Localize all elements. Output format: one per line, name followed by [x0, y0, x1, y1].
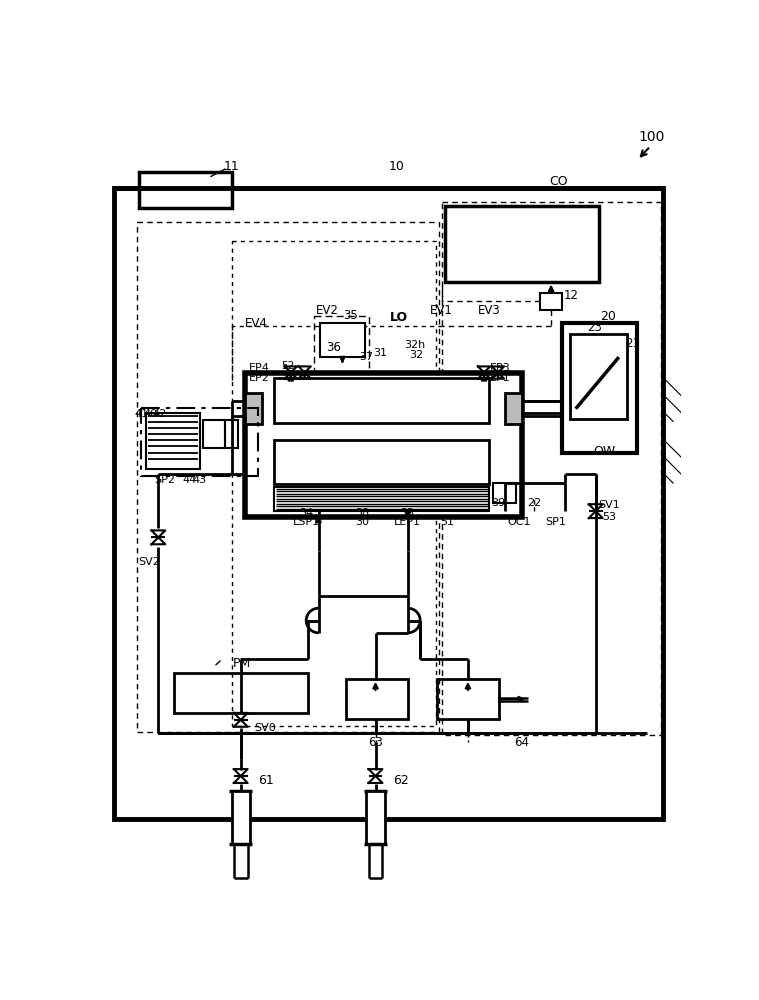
Text: 41: 41 [134, 409, 149, 419]
Text: EV2: EV2 [317, 304, 339, 317]
Text: EP2: EP2 [249, 373, 269, 383]
Text: SV2: SV2 [138, 557, 160, 567]
Text: LEP1: LEP1 [394, 517, 420, 527]
Text: 44: 44 [182, 475, 197, 485]
Text: 42: 42 [153, 409, 167, 419]
Bar [314, 316, 370, 379]
Text: 12: 12 [564, 289, 578, 302]
Text: 36: 36 [326, 341, 342, 354]
Text: 21: 21 [625, 337, 640, 350]
Bar [225, 420, 238, 448]
Text: 23: 23 [587, 321, 602, 334]
Text: 38: 38 [355, 508, 370, 518]
Text: 37: 37 [359, 352, 373, 362]
Text: SP2: SP2 [154, 475, 175, 485]
Text: 22: 22 [527, 498, 541, 508]
Text: PM: PM [232, 657, 250, 670]
Bar [562, 323, 638, 453]
Text: 30: 30 [355, 517, 370, 527]
Text: EV1: EV1 [430, 304, 453, 317]
Text: EP1: EP1 [490, 373, 511, 383]
Bar [274, 378, 490, 423]
Text: 52: 52 [281, 361, 294, 371]
Text: 61: 61 [258, 774, 274, 787]
Text: SP1: SP1 [545, 517, 566, 527]
Text: 62: 62 [393, 774, 409, 787]
Text: 53: 53 [603, 512, 616, 522]
Text: LSP1: LSP1 [293, 517, 320, 527]
Text: 10: 10 [389, 160, 405, 173]
Text: SV0: SV0 [254, 723, 276, 733]
Bar [231, 241, 436, 726]
Text: 32h: 32h [404, 340, 425, 350]
Text: EV3: EV3 [478, 304, 501, 317]
Bar [493, 483, 515, 503]
Text: 64: 64 [515, 736, 529, 749]
Bar [569, 334, 626, 419]
Text: 51: 51 [440, 517, 454, 527]
Text: LO: LO [389, 311, 408, 324]
Text: 33: 33 [400, 508, 414, 518]
Text: CO: CO [550, 175, 568, 188]
Text: EP3: EP3 [490, 363, 511, 373]
Text: 34: 34 [299, 508, 313, 518]
Text: 40: 40 [143, 409, 158, 419]
Bar [140, 408, 258, 476]
Bar [274, 487, 490, 511]
Bar [445, 206, 599, 282]
Text: 63: 63 [368, 736, 383, 749]
Bar [244, 393, 262, 424]
Bar [505, 393, 522, 424]
Bar [231, 791, 250, 844]
Text: 35: 35 [344, 309, 358, 322]
Bar [137, 222, 439, 732]
Text: 11: 11 [224, 160, 239, 173]
Text: 32: 32 [409, 350, 424, 360]
Text: 20: 20 [600, 310, 616, 323]
Text: 43: 43 [192, 475, 206, 485]
Text: EP4: EP4 [249, 363, 269, 373]
Bar [540, 293, 562, 310]
Bar [174, 673, 307, 713]
Bar [146, 413, 200, 469]
Bar [139, 172, 231, 208]
Bar [437, 679, 499, 719]
Bar [367, 791, 385, 844]
Bar [244, 373, 522, 517]
Bar [203, 420, 225, 448]
Text: 100: 100 [638, 130, 664, 144]
Bar [442, 202, 661, 735]
Bar [274, 440, 490, 484]
Text: 39: 39 [492, 498, 505, 508]
Text: SV1: SV1 [599, 500, 620, 510]
Bar [320, 323, 365, 357]
Text: EV4: EV4 [244, 317, 268, 330]
Text: OW: OW [593, 445, 616, 458]
Bar [346, 679, 408, 719]
Text: OC1: OC1 [507, 517, 531, 527]
Text: 31: 31 [373, 348, 387, 358]
Bar [114, 188, 663, 819]
